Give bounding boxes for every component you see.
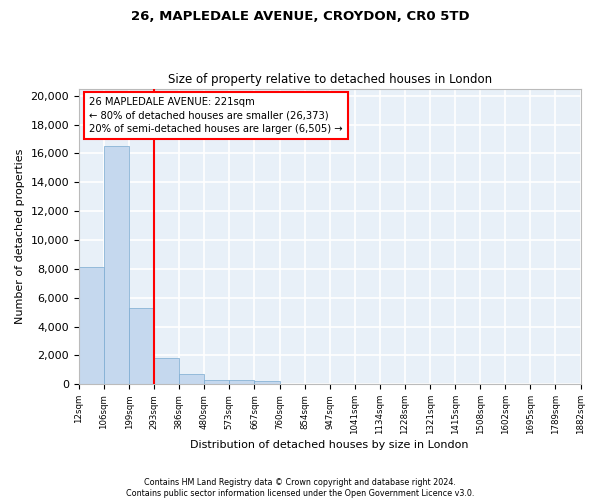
Bar xyxy=(205,380,229,384)
Text: Contains HM Land Registry data © Crown copyright and database right 2024.
Contai: Contains HM Land Registry data © Crown c… xyxy=(126,478,474,498)
Bar xyxy=(129,308,154,384)
Y-axis label: Number of detached properties: Number of detached properties xyxy=(15,149,25,324)
Text: 26 MAPLEDALE AVENUE: 221sqm
← 80% of detached houses are smaller (26,373)
20% of: 26 MAPLEDALE AVENUE: 221sqm ← 80% of det… xyxy=(89,98,343,134)
Bar xyxy=(229,380,254,384)
Title: Size of property relative to detached houses in London: Size of property relative to detached ho… xyxy=(167,73,492,86)
Bar xyxy=(104,146,129,384)
Bar xyxy=(154,358,179,384)
Text: 26, MAPLEDALE AVENUE, CROYDON, CR0 5TD: 26, MAPLEDALE AVENUE, CROYDON, CR0 5TD xyxy=(131,10,469,23)
Bar xyxy=(254,382,280,384)
Bar xyxy=(79,268,104,384)
Bar xyxy=(179,374,205,384)
X-axis label: Distribution of detached houses by size in London: Distribution of detached houses by size … xyxy=(190,440,469,450)
